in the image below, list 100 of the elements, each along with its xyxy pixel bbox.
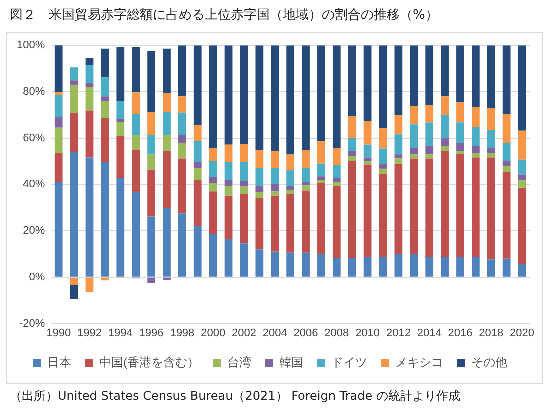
bar — [456, 151, 464, 155]
bar — [256, 168, 264, 186]
bar — [410, 106, 418, 125]
bar — [441, 151, 449, 258]
bar — [332, 46, 341, 148]
bar — [286, 170, 295, 186]
bar — [101, 78, 110, 97]
bar — [70, 114, 78, 152]
bar — [240, 181, 248, 187]
bar — [148, 112, 156, 136]
bar — [364, 46, 372, 121]
legend-label: メキシコ — [396, 355, 444, 370]
bar — [426, 122, 434, 146]
legend-label: ドイツ — [332, 355, 368, 370]
bar — [132, 92, 140, 114]
bar — [518, 264, 526, 277]
bar — [318, 180, 326, 184]
bar — [132, 114, 140, 136]
bar — [116, 178, 125, 277]
bar — [194, 141, 202, 162]
bar — [364, 144, 372, 158]
bar — [148, 51, 156, 112]
bar — [379, 128, 388, 149]
y-tick-label: 0% — [29, 271, 46, 284]
x-tick-label: 1990 — [46, 327, 72, 340]
bar — [209, 183, 218, 192]
bar — [86, 278, 94, 292]
x-tick-label: 1996 — [139, 327, 164, 340]
y-tick-label: -20% — [19, 318, 46, 330]
bar — [256, 198, 264, 250]
bar — [116, 47, 125, 102]
bar — [286, 190, 295, 194]
bar — [256, 250, 264, 277]
bar — [148, 154, 156, 170]
bar — [70, 80, 78, 86]
bar — [441, 115, 449, 139]
bar — [101, 96, 110, 102]
bar — [410, 158, 418, 254]
bar — [209, 161, 218, 178]
x-tick-label: 2014 — [417, 327, 442, 340]
bar — [271, 196, 280, 252]
bar — [54, 95, 63, 118]
bar — [502, 172, 511, 259]
bar — [472, 257, 480, 277]
bar — [286, 154, 295, 171]
bar — [209, 192, 218, 234]
bar — [318, 46, 326, 142]
bar — [163, 135, 171, 152]
bar — [518, 46, 526, 131]
x-tick-label: 2020 — [510, 327, 535, 340]
bar — [86, 65, 94, 84]
bar — [487, 260, 496, 277]
x-tick-label: 2018 — [479, 327, 504, 340]
bar — [86, 158, 94, 277]
bar — [194, 168, 202, 180]
bar — [456, 154, 464, 258]
bar — [426, 105, 434, 123]
bar — [318, 183, 326, 254]
bar — [487, 153, 496, 158]
bar — [518, 174, 526, 181]
bar — [456, 122, 464, 143]
bar — [86, 58, 94, 66]
bar — [502, 46, 511, 114]
bar — [364, 161, 372, 165]
bar — [178, 135, 186, 143]
bar — [410, 154, 418, 159]
bar — [86, 83, 94, 88]
bar — [487, 158, 496, 260]
bar — [502, 166, 511, 172]
bar — [286, 186, 295, 190]
bar — [332, 165, 341, 178]
x-tick-label: 2000 — [201, 327, 226, 340]
bar — [410, 46, 418, 106]
bar — [302, 182, 310, 186]
bar — [148, 135, 156, 155]
bar — [426, 146, 434, 155]
bar — [148, 278, 156, 284]
bar — [332, 148, 341, 166]
bar — [209, 177, 218, 184]
bar — [441, 138, 449, 146]
y-tick-label: 20% — [23, 225, 46, 238]
bar — [194, 180, 202, 226]
bar — [224, 180, 233, 186]
bar — [518, 130, 526, 160]
bar — [209, 234, 218, 277]
bar — [132, 150, 140, 192]
bar — [426, 257, 434, 277]
bar — [441, 146, 449, 152]
bar — [364, 158, 372, 162]
x-tick-label: 2004 — [262, 327, 288, 340]
bar — [70, 86, 78, 114]
bar — [487, 148, 496, 154]
bar — [302, 186, 310, 191]
bar — [318, 141, 326, 164]
y-tick-label: 100% — [16, 40, 46, 52]
bar — [116, 136, 125, 178]
bar — [456, 142, 464, 152]
bar — [271, 152, 280, 168]
legend-label: 台湾 — [228, 355, 252, 370]
bar — [472, 126, 480, 146]
